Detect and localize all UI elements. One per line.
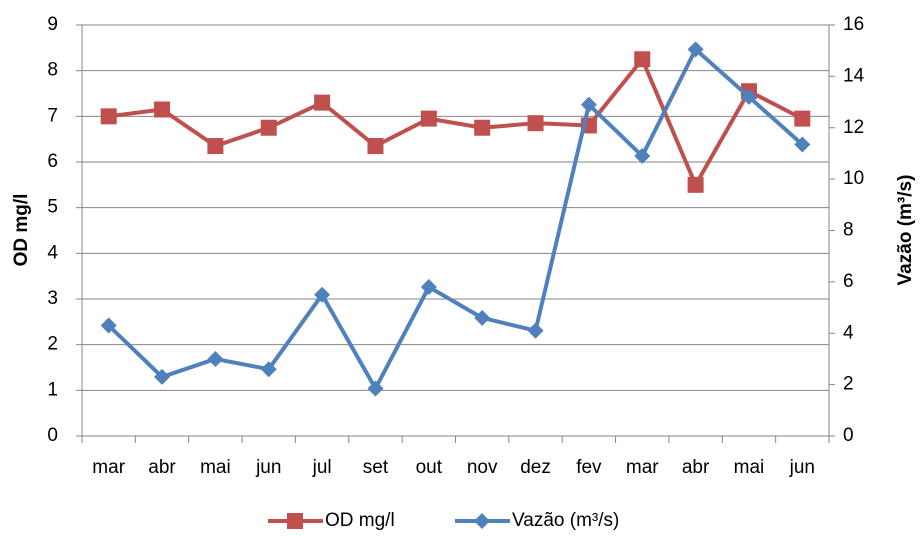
point <box>687 176 704 193</box>
point <box>794 136 811 153</box>
point <box>474 119 491 136</box>
y2-tick-label: 8 <box>843 220 854 241</box>
y2-axis-title: Vazão (m³/s) <box>895 175 916 286</box>
y-tick-label: 4 <box>47 242 58 263</box>
point <box>367 380 384 397</box>
y2-tick-label: 0 <box>843 425 854 446</box>
series-line <box>107 47 804 391</box>
legend-marker <box>287 513 303 529</box>
y-tick-label: 1 <box>47 379 58 400</box>
point <box>207 138 224 155</box>
point <box>634 51 651 68</box>
y2-tick-label: 6 <box>843 271 854 292</box>
y2-tick-label: 16 <box>843 14 864 35</box>
point <box>100 108 117 125</box>
point <box>474 309 491 326</box>
legend-marker <box>474 513 490 529</box>
x-tick-label: abr <box>148 457 176 478</box>
point <box>420 279 437 296</box>
point <box>420 110 437 127</box>
point <box>100 317 117 334</box>
x-tick-label: mar <box>92 457 125 478</box>
y-tick-label: 9 <box>47 14 58 35</box>
point <box>740 88 757 105</box>
point <box>154 368 171 385</box>
x-tick-label: set <box>363 457 389 478</box>
point <box>260 361 277 378</box>
point <box>634 148 651 165</box>
y-tick-label: 8 <box>47 60 58 81</box>
y-tick-label: 2 <box>47 334 58 355</box>
x-tick-label: abr <box>682 457 710 478</box>
point <box>314 286 331 303</box>
x-tick-label: mar <box>626 457 659 478</box>
x-tick-label: jun <box>255 457 281 478</box>
point <box>154 101 171 118</box>
x-tick-label: mai <box>200 457 231 478</box>
y-tick-label: 6 <box>47 151 58 172</box>
y-tick-label: 0 <box>47 425 58 446</box>
y2-tick-label: 10 <box>843 168 864 189</box>
y2-tick-label: 4 <box>843 322 854 343</box>
point <box>314 94 331 111</box>
legend-label: OD mg/l <box>325 510 395 531</box>
y2-tick-label: 12 <box>843 117 864 138</box>
y-axis-title: OD mg/l <box>11 194 32 267</box>
point <box>794 110 811 127</box>
x-tick-label: fev <box>576 457 602 478</box>
point <box>207 350 224 367</box>
y-tick-label: 3 <box>47 288 58 309</box>
x-tick-label: dez <box>520 457 551 478</box>
y-tick-label: 7 <box>47 105 58 126</box>
y-tick-label: 5 <box>47 197 58 218</box>
x-tick-label: mai <box>734 457 765 478</box>
x-tick-label: out <box>416 457 443 478</box>
x-tick-label: jul <box>312 457 332 478</box>
point <box>367 138 384 155</box>
point <box>527 322 544 339</box>
x-tick-label: jun <box>789 457 815 478</box>
y2-tick-label: 2 <box>843 374 854 395</box>
point <box>527 115 544 132</box>
point <box>580 96 597 113</box>
series-line <box>108 57 804 187</box>
point <box>260 119 277 136</box>
y2-tick-label: 14 <box>843 65 865 86</box>
x-tick-label: nov <box>467 457 498 478</box>
legend-label: Vazão (m³/s) <box>512 510 619 531</box>
point <box>687 41 704 58</box>
